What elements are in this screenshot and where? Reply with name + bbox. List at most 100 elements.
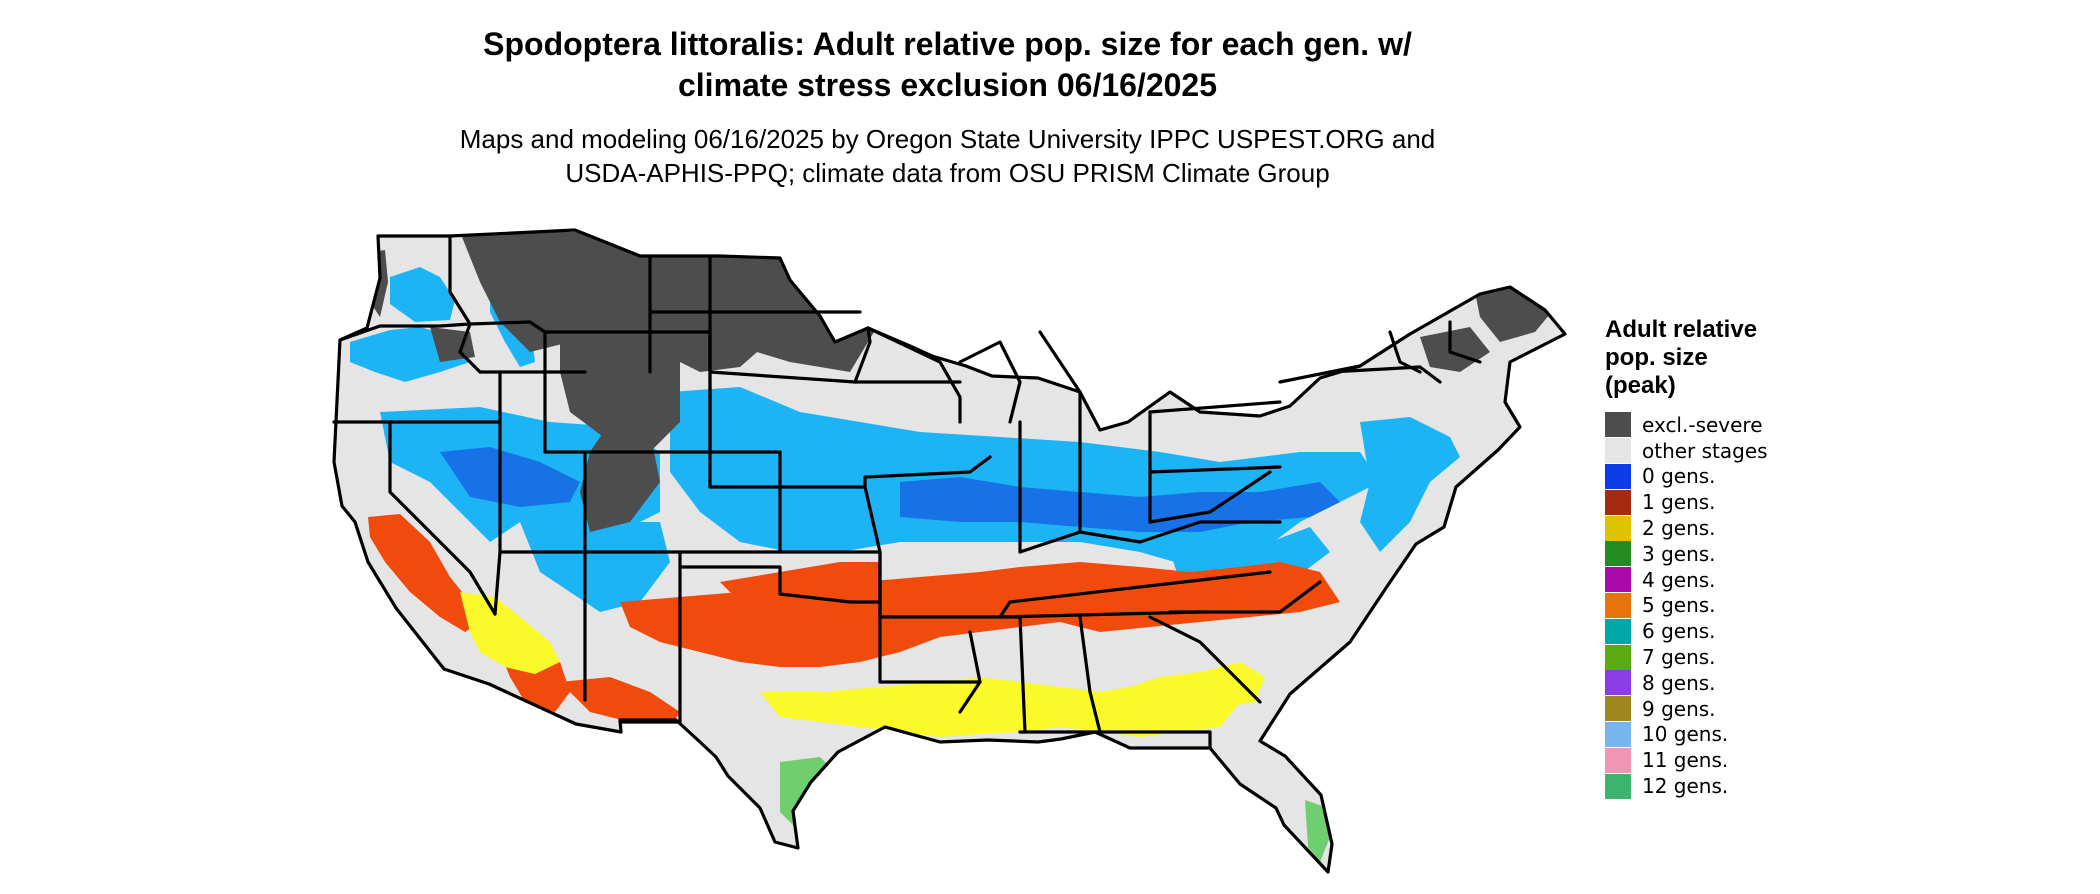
border-co-east <box>708 450 782 554</box>
legend-item-8-gens: 8 gens. <box>1605 670 1865 696</box>
south-florida-twelve-gen-region <box>1305 800 1330 862</box>
colorado-excluded-region <box>580 422 660 532</box>
legend-title-line-2: pop. size <box>1605 344 1708 371</box>
legend-label: 10 gens. <box>1642 722 1729 747</box>
border-ks-ne <box>708 450 867 489</box>
legend-label: 8 gens. <box>1642 670 1716 695</box>
us-outline <box>332 228 1567 874</box>
border-ky-north <box>1018 520 1282 554</box>
legend-item-0-gens: 0 gens. <box>1605 463 1865 490</box>
border-tn-south <box>998 610 1202 619</box>
legend-item-2-gens: 2 gens. <box>1605 515 1865 541</box>
legend-item-9-gens: 9 gens. <box>1605 696 1865 722</box>
georgia-two-gen-region <box>1200 662 1265 707</box>
border-wi-mi <box>958 340 1022 424</box>
border-ar-la <box>878 615 982 684</box>
south-texas-twelve-gen-region <box>780 757 840 832</box>
legend-swatch <box>1605 438 1631 464</box>
legend-swatch <box>1605 721 1631 747</box>
legend-swatch <box>1605 773 1631 799</box>
legend-label: excl.-severe <box>1642 412 1763 437</box>
southwest-cool-region <box>520 522 670 612</box>
legend-items: excl.-severe other stages 0 gens. 1 gens… <box>1605 412 1865 799</box>
border-ga-fl <box>1018 730 1212 750</box>
legend-item-1-gens: 1 gens. <box>1605 489 1865 515</box>
legend-swatch <box>1605 592 1631 618</box>
border-ma-ct <box>1328 365 1442 384</box>
border-ia-mo <box>863 455 992 489</box>
border-pa-south <box>1148 465 1282 474</box>
great-basin-dark-region <box>440 447 580 507</box>
california-central-one-gen-region <box>368 514 480 632</box>
border-mo-east <box>863 485 882 619</box>
legend-title-line-3: (peak) <box>1605 372 1676 399</box>
legend-label: other stages <box>1642 438 1768 463</box>
legend-swatch <box>1605 644 1631 670</box>
pacific-nw-cool-region <box>390 267 455 322</box>
legend-label: 6 gens. <box>1642 619 1716 644</box>
border-me-nh <box>1448 320 1482 364</box>
border-pa-ny <box>1148 400 1282 414</box>
border-tx-ok <box>678 565 882 604</box>
legend-item-7-gens: 7 gens. <box>1605 644 1865 670</box>
map-subtitle-line-2: USDA-APHIS-PPQ; climate data from OSU PR… <box>565 158 1330 188</box>
legend-item-12-gens: 12 gens. <box>1605 773 1865 799</box>
legend-item-excl-severe: excl.-severe <box>1605 412 1865 438</box>
legend-swatch <box>1605 489 1631 515</box>
legend-label: 9 gens. <box>1642 696 1716 721</box>
legend-label: 5 gens. <box>1642 593 1716 618</box>
michigan-excluded-region <box>1000 282 1090 342</box>
nevada-excluded-region <box>430 327 475 362</box>
legend-label: 11 gens. <box>1642 748 1729 773</box>
legend-item-11-gens: 11 gens. <box>1605 747 1865 773</box>
legend-item-6-gens: 6 gens. <box>1605 618 1865 644</box>
border-sc-nc <box>1168 580 1322 614</box>
us-map-canvas <box>332 228 1567 874</box>
legend-swatch <box>1605 696 1631 722</box>
border-sd-ne <box>708 370 857 384</box>
border-ga-sc <box>1148 615 1262 704</box>
border-wa-or <box>338 322 472 342</box>
gulf-coast-two-gen-region <box>760 672 1240 737</box>
map-subtitle: Maps and modeling 06/16/2025 by Oregon S… <box>0 122 1895 190</box>
border-al-ga <box>1078 615 1102 734</box>
border-lake-michigan-east <box>1038 330 1082 424</box>
southern-ca-az-two-gen-region <box>460 592 560 674</box>
border-mn-wi <box>866 326 962 424</box>
legend-swatch <box>1605 463 1631 489</box>
legend-item-10-gens: 10 gens. <box>1605 721 1865 748</box>
map-subtitle-line-1: Maps and modeling 06/16/2025 by Oregon S… <box>459 124 1436 154</box>
legend-swatch <box>1605 567 1631 593</box>
west-texas-one-gen-region <box>560 677 680 727</box>
legend-label: 3 gens. <box>1642 541 1716 566</box>
legend-swatch <box>1605 670 1631 696</box>
border-nm-tx <box>618 550 682 724</box>
map-title-line-2: climate stress exclusion 06/16/2025 <box>677 67 1217 103</box>
corn-belt-dark-region <box>900 477 1340 532</box>
map-title-line-1: Spodoptera littoralis: Adult relative po… <box>483 26 1412 62</box>
legend-label: 0 gens. <box>1642 464 1716 489</box>
legend-item-5-gens: 5 gens. <box>1605 592 1865 619</box>
northeast-cool-region <box>1360 417 1460 552</box>
zero-gens-core-regions <box>440 447 1340 532</box>
oklahoma-one-gen-region <box>720 562 880 602</box>
legend-swatch <box>1605 412 1631 438</box>
legend-title: Adult relative pop. size (peak) <box>1605 316 1865 400</box>
border-ca-nv <box>388 420 497 616</box>
us-map <box>320 222 1570 894</box>
map-title: Spodoptera littoralis: Adult relative po… <box>0 24 1895 106</box>
legend-label: 2 gens. <box>1642 516 1716 541</box>
legend-item-4-gens: 4 gens. <box>1605 567 1865 593</box>
legend: Adult relative pop. size (peak) excl.-se… <box>1605 316 1865 799</box>
legend-item-3-gens: 3 gens. <box>1605 541 1865 567</box>
legend-swatch <box>1605 618 1631 644</box>
legend-item-other-stages: other stages <box>1605 438 1865 464</box>
legend-title-line-1: Adult relative <box>1605 316 1758 343</box>
border-mn-ia <box>853 326 872 384</box>
legend-label: 12 gens. <box>1642 774 1729 799</box>
two-gen-regions <box>460 592 1265 737</box>
legend-label: 1 gens. <box>1642 490 1716 515</box>
border-tn-ky <box>1008 570 1272 604</box>
border-la-ms <box>958 630 982 714</box>
legend-swatch <box>1605 515 1631 541</box>
